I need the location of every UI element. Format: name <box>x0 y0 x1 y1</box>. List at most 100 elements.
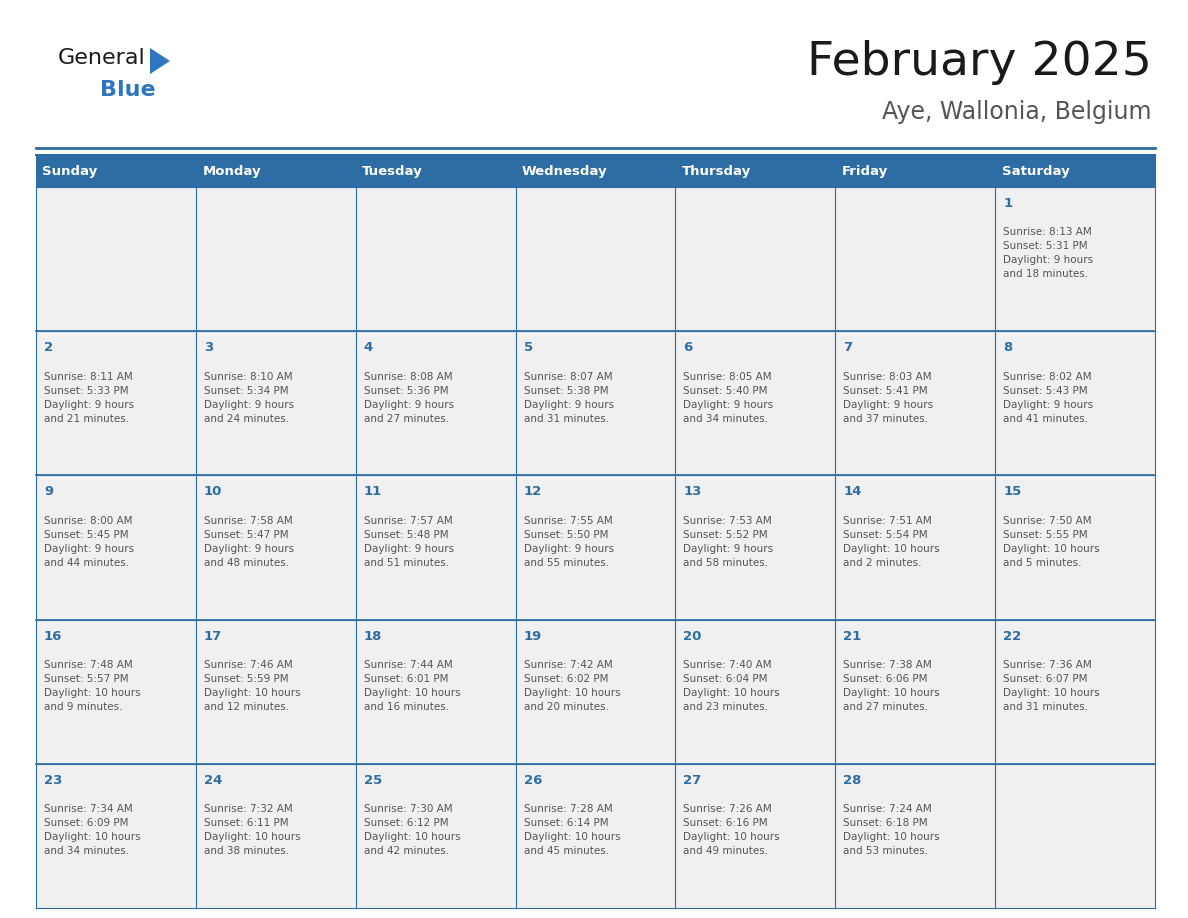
Text: 22: 22 <box>1003 630 1022 643</box>
Bar <box>36 620 196 764</box>
Bar <box>355 187 516 331</box>
Text: Sunrise: 8:00 AM
Sunset: 5:45 PM
Daylight: 9 hours
and 44 minutes.: Sunrise: 8:00 AM Sunset: 5:45 PM Dayligh… <box>44 516 134 567</box>
Text: Sunrise: 8:10 AM
Sunset: 5:34 PM
Daylight: 9 hours
and 24 minutes.: Sunrise: 8:10 AM Sunset: 5:34 PM Dayligh… <box>204 372 293 423</box>
Text: 10: 10 <box>204 486 222 498</box>
Bar <box>36 331 196 476</box>
Text: 25: 25 <box>364 774 383 787</box>
Text: 15: 15 <box>1003 486 1022 498</box>
Bar <box>835 187 996 331</box>
Bar <box>676 155 835 187</box>
Text: Sunrise: 7:24 AM
Sunset: 6:18 PM
Daylight: 10 hours
and 53 minutes.: Sunrise: 7:24 AM Sunset: 6:18 PM Dayligh… <box>843 804 940 856</box>
Text: February 2025: February 2025 <box>807 40 1152 85</box>
Text: Sunrise: 7:28 AM
Sunset: 6:14 PM
Daylight: 10 hours
and 45 minutes.: Sunrise: 7:28 AM Sunset: 6:14 PM Dayligh… <box>524 804 620 856</box>
Bar <box>676 331 835 476</box>
Bar <box>516 476 676 620</box>
Text: Sunrise: 8:11 AM
Sunset: 5:33 PM
Daylight: 9 hours
and 21 minutes.: Sunrise: 8:11 AM Sunset: 5:33 PM Dayligh… <box>44 372 134 423</box>
Text: 19: 19 <box>524 630 542 643</box>
Bar <box>835 155 996 187</box>
Text: 2: 2 <box>44 341 53 354</box>
Text: Sunrise: 7:34 AM
Sunset: 6:09 PM
Daylight: 10 hours
and 34 minutes.: Sunrise: 7:34 AM Sunset: 6:09 PM Dayligh… <box>44 804 140 856</box>
Text: 12: 12 <box>524 486 542 498</box>
Text: Sunrise: 7:53 AM
Sunset: 5:52 PM
Daylight: 9 hours
and 58 minutes.: Sunrise: 7:53 AM Sunset: 5:52 PM Dayligh… <box>683 516 773 567</box>
Text: Sunrise: 7:32 AM
Sunset: 6:11 PM
Daylight: 10 hours
and 38 minutes.: Sunrise: 7:32 AM Sunset: 6:11 PM Dayligh… <box>204 804 301 856</box>
Bar <box>516 155 676 187</box>
Bar <box>196 620 355 764</box>
Bar <box>196 187 355 331</box>
Text: Sunrise: 7:30 AM
Sunset: 6:12 PM
Daylight: 10 hours
and 42 minutes.: Sunrise: 7:30 AM Sunset: 6:12 PM Dayligh… <box>364 804 460 856</box>
Polygon shape <box>150 48 170 74</box>
Text: 18: 18 <box>364 630 383 643</box>
Bar <box>835 764 996 908</box>
Bar <box>835 331 996 476</box>
Text: Tuesday: Tuesday <box>362 164 423 177</box>
Text: Sunrise: 8:13 AM
Sunset: 5:31 PM
Daylight: 9 hours
and 18 minutes.: Sunrise: 8:13 AM Sunset: 5:31 PM Dayligh… <box>1003 228 1093 279</box>
Bar <box>36 764 196 908</box>
Text: Sunrise: 7:36 AM
Sunset: 6:07 PM
Daylight: 10 hours
and 31 minutes.: Sunrise: 7:36 AM Sunset: 6:07 PM Dayligh… <box>1003 660 1100 712</box>
Text: 26: 26 <box>524 774 542 787</box>
Text: 20: 20 <box>683 630 702 643</box>
Text: 17: 17 <box>204 630 222 643</box>
Text: Sunrise: 7:42 AM
Sunset: 6:02 PM
Daylight: 10 hours
and 20 minutes.: Sunrise: 7:42 AM Sunset: 6:02 PM Dayligh… <box>524 660 620 712</box>
Text: 11: 11 <box>364 486 383 498</box>
Text: Sunday: Sunday <box>43 164 97 177</box>
Bar <box>196 331 355 476</box>
Text: Friday: Friday <box>841 164 887 177</box>
Text: 16: 16 <box>44 630 62 643</box>
Text: 21: 21 <box>843 630 861 643</box>
Text: 1: 1 <box>1003 197 1012 210</box>
Text: Sunrise: 8:08 AM
Sunset: 5:36 PM
Daylight: 9 hours
and 27 minutes.: Sunrise: 8:08 AM Sunset: 5:36 PM Dayligh… <box>364 372 454 423</box>
Text: Monday: Monday <box>202 164 261 177</box>
Text: Sunrise: 7:26 AM
Sunset: 6:16 PM
Daylight: 10 hours
and 49 minutes.: Sunrise: 7:26 AM Sunset: 6:16 PM Dayligh… <box>683 804 781 856</box>
Bar <box>676 764 835 908</box>
Text: Saturday: Saturday <box>1001 164 1069 177</box>
Text: Sunrise: 7:57 AM
Sunset: 5:48 PM
Daylight: 9 hours
and 51 minutes.: Sunrise: 7:57 AM Sunset: 5:48 PM Dayligh… <box>364 516 454 567</box>
Bar <box>355 331 516 476</box>
Bar <box>196 476 355 620</box>
Text: Sunrise: 7:58 AM
Sunset: 5:47 PM
Daylight: 9 hours
and 48 minutes.: Sunrise: 7:58 AM Sunset: 5:47 PM Dayligh… <box>204 516 293 567</box>
Text: Sunrise: 7:50 AM
Sunset: 5:55 PM
Daylight: 10 hours
and 5 minutes.: Sunrise: 7:50 AM Sunset: 5:55 PM Dayligh… <box>1003 516 1100 567</box>
Text: Wednesday: Wednesday <box>522 164 607 177</box>
Bar <box>355 620 516 764</box>
Bar <box>355 764 516 908</box>
Bar <box>835 620 996 764</box>
Text: 27: 27 <box>683 774 702 787</box>
Text: 9: 9 <box>44 486 53 498</box>
Text: 3: 3 <box>204 341 213 354</box>
Bar <box>996 187 1155 331</box>
Bar <box>996 764 1155 908</box>
Text: 23: 23 <box>44 774 62 787</box>
Text: Sunrise: 8:07 AM
Sunset: 5:38 PM
Daylight: 9 hours
and 31 minutes.: Sunrise: 8:07 AM Sunset: 5:38 PM Dayligh… <box>524 372 614 423</box>
Bar <box>36 187 196 331</box>
Text: 6: 6 <box>683 341 693 354</box>
Text: Aye, Wallonia, Belgium: Aye, Wallonia, Belgium <box>883 100 1152 124</box>
Bar <box>516 187 676 331</box>
Text: 14: 14 <box>843 486 861 498</box>
Bar <box>676 187 835 331</box>
Bar <box>996 155 1155 187</box>
Text: Blue: Blue <box>100 80 156 100</box>
Text: Thursday: Thursday <box>682 164 751 177</box>
Text: Sunrise: 7:55 AM
Sunset: 5:50 PM
Daylight: 9 hours
and 55 minutes.: Sunrise: 7:55 AM Sunset: 5:50 PM Dayligh… <box>524 516 614 567</box>
Text: General: General <box>58 48 146 68</box>
Bar <box>196 764 355 908</box>
Text: Sunrise: 8:03 AM
Sunset: 5:41 PM
Daylight: 9 hours
and 37 minutes.: Sunrise: 8:03 AM Sunset: 5:41 PM Dayligh… <box>843 372 934 423</box>
Bar <box>36 155 196 187</box>
Text: Sunrise: 7:44 AM
Sunset: 6:01 PM
Daylight: 10 hours
and 16 minutes.: Sunrise: 7:44 AM Sunset: 6:01 PM Dayligh… <box>364 660 460 712</box>
Bar <box>355 476 516 620</box>
Text: Sunrise: 7:38 AM
Sunset: 6:06 PM
Daylight: 10 hours
and 27 minutes.: Sunrise: 7:38 AM Sunset: 6:06 PM Dayligh… <box>843 660 940 712</box>
Text: 4: 4 <box>364 341 373 354</box>
Text: 5: 5 <box>524 341 532 354</box>
Bar <box>516 620 676 764</box>
Bar <box>996 331 1155 476</box>
Text: Sunrise: 8:02 AM
Sunset: 5:43 PM
Daylight: 9 hours
and 41 minutes.: Sunrise: 8:02 AM Sunset: 5:43 PM Dayligh… <box>1003 372 1093 423</box>
Bar <box>516 764 676 908</box>
Text: Sunrise: 7:48 AM
Sunset: 5:57 PM
Daylight: 10 hours
and 9 minutes.: Sunrise: 7:48 AM Sunset: 5:57 PM Dayligh… <box>44 660 140 712</box>
Text: 8: 8 <box>1003 341 1012 354</box>
Text: 24: 24 <box>204 774 222 787</box>
Text: Sunrise: 8:05 AM
Sunset: 5:40 PM
Daylight: 9 hours
and 34 minutes.: Sunrise: 8:05 AM Sunset: 5:40 PM Dayligh… <box>683 372 773 423</box>
Text: 13: 13 <box>683 486 702 498</box>
Text: 7: 7 <box>843 341 853 354</box>
Bar <box>676 476 835 620</box>
Bar <box>36 476 196 620</box>
Bar <box>996 620 1155 764</box>
